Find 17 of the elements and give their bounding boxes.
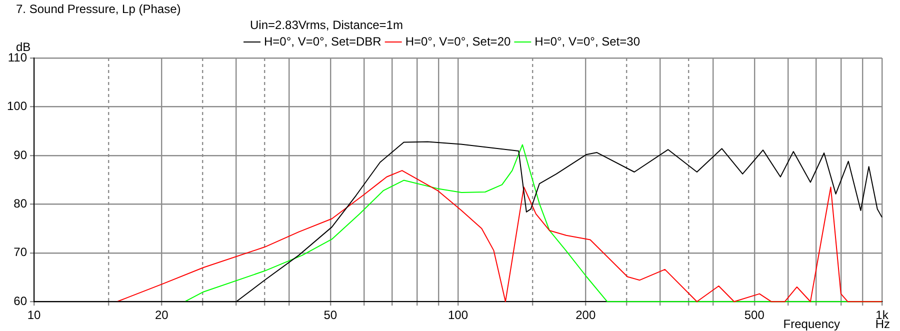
x-axis-title: Frequency bbox=[783, 317, 840, 331]
y-tick-label: 80 bbox=[14, 196, 28, 210]
y-tick-label: 70 bbox=[14, 245, 28, 260]
x-tick-label: 500 bbox=[744, 308, 765, 322]
text: Uin=2.83Vrms, Distance=1m bbox=[250, 18, 403, 32]
x-tick-label: 50 bbox=[324, 308, 338, 322]
legend-label: H=0°, V=0°, Set=20 bbox=[405, 34, 511, 48]
legend-label: H=0°, V=0°, Set=30 bbox=[534, 34, 640, 48]
chart-title: 7. Sound Pressure, Lp (Phase) bbox=[16, 2, 181, 16]
y-tick-label: 90 bbox=[14, 148, 28, 162]
x-tick-label: 20 bbox=[154, 308, 169, 322]
x-tick-label: 10 bbox=[27, 308, 42, 322]
y-tick-label: 100 bbox=[6, 99, 28, 114]
x-tick-label: 200 bbox=[576, 308, 596, 322]
y-tick-label: 60 bbox=[14, 294, 28, 308]
legend-label: H=0°, V=0°, Set=DBR bbox=[264, 34, 382, 48]
x-tick-label: 100 bbox=[448, 308, 468, 322]
